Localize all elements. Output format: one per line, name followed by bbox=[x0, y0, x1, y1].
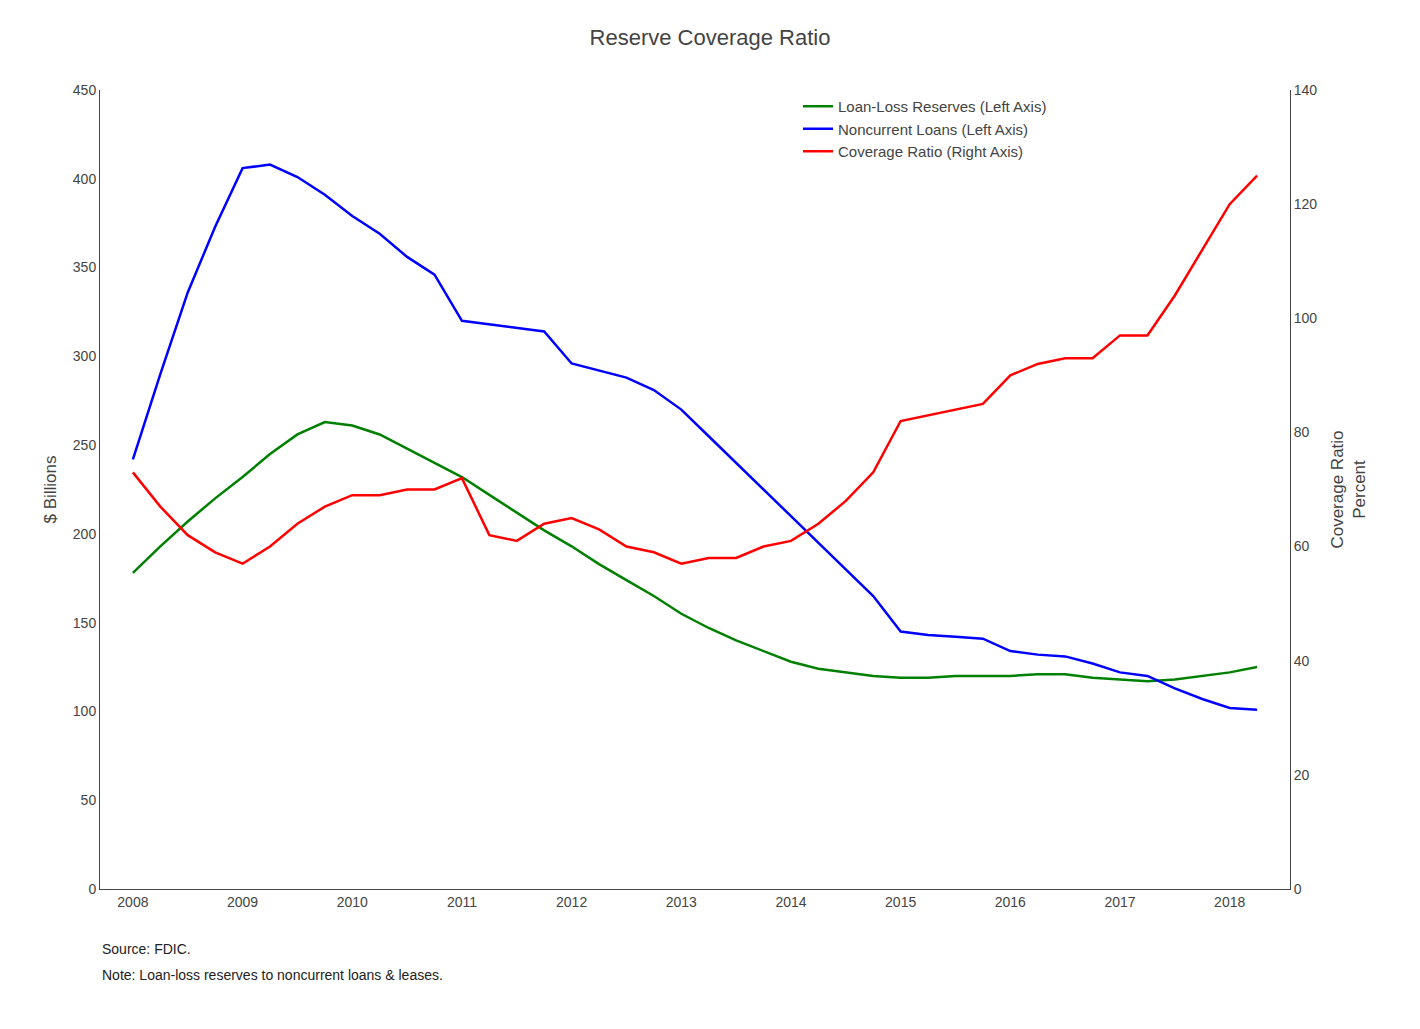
svg-text:2015: 2015 bbox=[885, 894, 916, 910]
svg-text:100: 100 bbox=[73, 703, 97, 719]
svg-text:$ Billions: $ Billions bbox=[41, 455, 60, 523]
svg-text:250: 250 bbox=[73, 437, 97, 453]
svg-text:Source: FDIC.: Source: FDIC. bbox=[102, 941, 191, 957]
svg-text:450: 450 bbox=[73, 82, 97, 98]
svg-text:400: 400 bbox=[73, 171, 97, 187]
svg-text:100: 100 bbox=[1294, 310, 1318, 326]
svg-text:60: 60 bbox=[1294, 538, 1310, 554]
svg-text:0: 0 bbox=[1294, 881, 1302, 897]
svg-text:80: 80 bbox=[1294, 424, 1310, 440]
svg-text:140: 140 bbox=[1294, 82, 1318, 98]
svg-text:Loan-Loss Reserves (Left Axis): Loan-Loss Reserves (Left Axis) bbox=[838, 98, 1046, 115]
svg-text:350: 350 bbox=[73, 259, 97, 275]
svg-text:2016: 2016 bbox=[995, 894, 1026, 910]
svg-text:20: 20 bbox=[1294, 767, 1310, 783]
svg-text:2018: 2018 bbox=[1214, 894, 1245, 910]
svg-text:200: 200 bbox=[73, 526, 97, 542]
svg-text:Note: Loan-loss reserves to no: Note: Loan-loss reserves to noncurrent l… bbox=[102, 967, 443, 983]
svg-text:300: 300 bbox=[73, 348, 97, 364]
svg-text:2009: 2009 bbox=[227, 894, 258, 910]
svg-text:2012: 2012 bbox=[556, 894, 587, 910]
svg-text:2010: 2010 bbox=[337, 894, 368, 910]
svg-text:2008: 2008 bbox=[117, 894, 148, 910]
svg-text:Coverage Ratio (Right Axis): Coverage Ratio (Right Axis) bbox=[838, 143, 1023, 160]
svg-text:Noncurrent Loans (Left Axis): Noncurrent Loans (Left Axis) bbox=[838, 121, 1028, 138]
svg-text:0: 0 bbox=[88, 881, 96, 897]
svg-text:150: 150 bbox=[73, 615, 97, 631]
svg-text:2014: 2014 bbox=[775, 894, 806, 910]
svg-text:Coverage RatioPercent: Coverage RatioPercent bbox=[1328, 430, 1369, 548]
svg-text:40: 40 bbox=[1294, 653, 1310, 669]
svg-text:2017: 2017 bbox=[1104, 894, 1135, 910]
svg-text:Reserve Coverage Ratio: Reserve Coverage Ratio bbox=[590, 25, 831, 50]
svg-text:2013: 2013 bbox=[666, 894, 697, 910]
svg-text:120: 120 bbox=[1294, 196, 1318, 212]
svg-text:50: 50 bbox=[81, 792, 97, 808]
svg-text:2011: 2011 bbox=[447, 894, 477, 910]
